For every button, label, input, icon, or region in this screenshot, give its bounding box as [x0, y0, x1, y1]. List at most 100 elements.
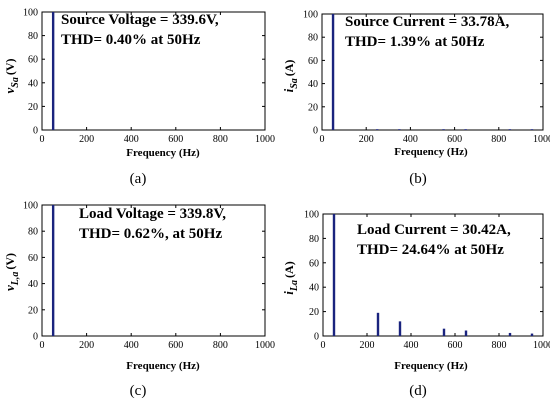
spectrum-bar-350hz — [398, 129, 401, 130]
x-tick-label: 1000 — [255, 134, 275, 145]
x-axis-label: Frequency (Hz) — [126, 147, 200, 159]
plot-area-frame — [41, 11, 266, 131]
spectrum-bar-250hz — [376, 312, 380, 336]
y-tick-label: 100 — [303, 10, 318, 21]
plot-area-frame — [322, 213, 544, 337]
y-tick-label: 0 — [33, 332, 38, 343]
x-tick-label: 200 — [79, 340, 94, 351]
y-axis-label: iLa (A) — [281, 261, 300, 294]
y-axis-label-unit: (V) — [3, 58, 17, 75]
y-axis-label-unit: (V) — [3, 253, 17, 270]
x-tick-label: 0 — [321, 340, 326, 351]
panel-caption: (b) — [409, 171, 427, 187]
y-axis-label: iSa(A) — [281, 60, 300, 93]
panel-caption: (d) — [409, 383, 427, 399]
annotation-line-2: THD= 1.39% at 50Hz — [345, 34, 485, 50]
spectrum-bar-950hz — [530, 333, 534, 336]
y-tick-label: 20 — [309, 307, 319, 318]
y-tick-label: 20 — [308, 102, 318, 113]
y-axis-label-subscript: Sa — [289, 78, 300, 89]
spectrum-bar-50hz — [331, 14, 335, 130]
y-tick-label: 40 — [28, 78, 38, 89]
x-tick-label: 200 — [79, 134, 94, 145]
spectrum-bar-50hz — [51, 12, 55, 130]
y-tick-label: 80 — [28, 227, 38, 238]
y-tick-label: 100 — [23, 8, 38, 19]
y-tick-label: 40 — [308, 79, 318, 90]
spectrum-bar-550hz — [442, 129, 445, 130]
y-tick-label: 0 — [33, 126, 38, 137]
annotation-line-2: THD= 0.40% at 50Hz — [61, 32, 201, 48]
x-tick-label: 1000 — [533, 340, 550, 351]
x-tick-label: 200 — [360, 340, 375, 351]
y-tick-label: 80 — [28, 31, 38, 42]
spectrum-bar-50hz — [51, 205, 55, 336]
x-tick-label: 200 — [359, 134, 374, 145]
spectrum-bar-550hz — [442, 328, 446, 336]
annotation-line-1: Load Current = 30.42A, — [357, 222, 511, 238]
spectrum-bar-950hz — [530, 129, 534, 130]
x-tick-label: 600 — [448, 340, 463, 351]
x-tick-label: 600 — [447, 134, 462, 145]
x-tick-label: 0 — [320, 134, 325, 145]
y-axis-label-unit: (A) — [282, 261, 296, 278]
y-tick-label: 40 — [28, 279, 38, 290]
x-tick-label: 400 — [404, 340, 419, 351]
x-tick-label: 800 — [213, 340, 228, 351]
spectrum-bar-250hz — [376, 129, 379, 130]
x-tick-label: 600 — [168, 340, 183, 351]
annotation-line-1: Source Current = 33.78A, — [345, 14, 509, 30]
y-axis-label-symbol: i — [281, 291, 296, 295]
y-axis-label-subscript: La — [289, 280, 300, 292]
x-tick-label: 800 — [491, 134, 506, 145]
annotation-line-1: Load Voltage = 339.8V, — [79, 206, 226, 222]
y-axis-label-subscript: Sa — [10, 77, 21, 88]
y-tick-label: 80 — [308, 33, 318, 44]
x-axis-label: Frequency (Hz) — [126, 360, 200, 372]
spectrum-bar-650hz — [464, 330, 468, 336]
spectrum-bar-350hz — [398, 321, 402, 336]
x-tick-label: 1000 — [533, 134, 550, 145]
x-tick-label: 400 — [124, 340, 139, 351]
y-axis-label: vL,a (V) — [2, 253, 21, 291]
y-tick-label: 60 — [309, 258, 319, 269]
x-tick-label: 1000 — [255, 340, 275, 351]
y-tick-label: 100 — [304, 210, 319, 221]
y-tick-label: 60 — [28, 253, 38, 264]
y-tick-label: 60 — [308, 56, 318, 67]
y-axis-label-symbol: i — [281, 88, 296, 92]
x-tick-label: 400 — [124, 134, 139, 145]
x-axis-label: Frequency (Hz) — [394, 360, 468, 372]
y-axis-label-unit: (A) — [282, 60, 296, 77]
y-axis-label-symbol: v — [2, 88, 17, 94]
spectrum-bar-50hz — [332, 214, 336, 336]
plot-area-frame — [321, 13, 544, 131]
annotation-line-2: THD= 0.62%, at 50Hz — [79, 226, 222, 242]
y-tick-label: 100 — [23, 201, 38, 212]
panel-caption: (c) — [130, 383, 147, 399]
x-axis-label: Frequency (Hz) — [394, 146, 468, 158]
y-tick-label: 20 — [28, 102, 38, 113]
y-tick-label: 0 — [314, 332, 319, 343]
y-axis-label-subscript: L,a — [10, 272, 21, 287]
y-tick-label: 20 — [28, 305, 38, 316]
plot-area-frame — [41, 204, 266, 337]
x-tick-label: 600 — [168, 134, 183, 145]
x-tick-label: 800 — [213, 134, 228, 145]
spectrum-bar-650hz — [464, 129, 467, 130]
x-tick-label: 0 — [40, 134, 45, 145]
y-axis-label-symbol: v — [2, 285, 17, 291]
y-tick-label: 80 — [309, 234, 319, 245]
x-tick-label: 800 — [492, 340, 507, 351]
x-tick-label: 0 — [40, 340, 45, 351]
spectrum-bar-850hz — [508, 332, 512, 336]
annotation-line-2: THD= 24.64% at 50Hz — [357, 242, 504, 258]
x-tick-label: 400 — [403, 134, 418, 145]
y-tick-label: 40 — [309, 283, 319, 294]
panel-caption: (a) — [130, 171, 147, 187]
